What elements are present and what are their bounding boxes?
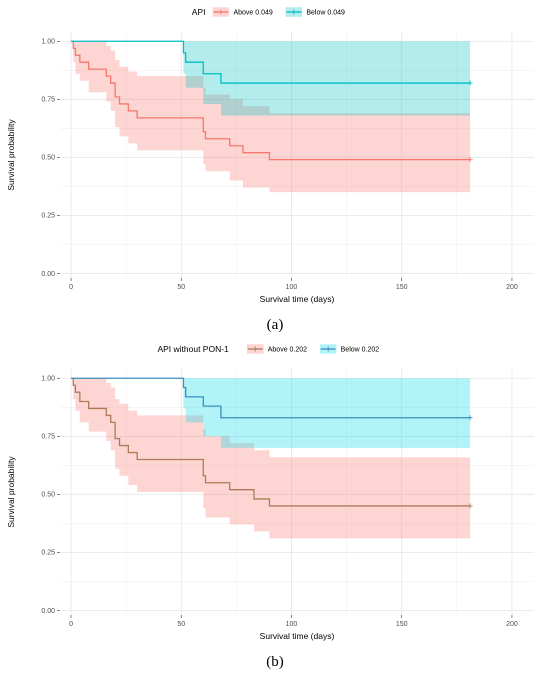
panel-caption: (a)	[267, 317, 284, 333]
legend-label-2: Below 0.202	[341, 347, 380, 354]
legend: API Above 0.049 Below 0.049	[192, 6, 345, 18]
legend: API without PON-1 Above 0.202 Below 0.202	[157, 343, 380, 355]
y-tick-label: 0.50	[41, 492, 55, 499]
survival-curve-1	[71, 377, 471, 507]
confidence-band-2	[71, 41, 471, 116]
y-tick-label: 0.00	[41, 608, 55, 615]
confidence-band-1	[71, 378, 471, 539]
censor-mark	[467, 157, 473, 163]
y-axis-title: Survival probability	[6, 456, 16, 528]
y-tick-label: 0.00	[41, 271, 55, 278]
censor-mark	[467, 503, 473, 509]
censor-mark	[467, 415, 473, 421]
survival-chart-a: 0 50 100 150 200 0.00 0.25 0.50 0.75 1.00 Survival…	[6, 6, 534, 333]
survival-chart-a-svg: 0 50 100 150 200 0.00 0.25 0.50 0.75 1.00 Survival…	[6, 6, 534, 333]
y-tick-label: 0.25	[41, 213, 55, 220]
survival-curve-2	[71, 377, 471, 419]
x-axis-title: Survival time (days)	[260, 294, 335, 304]
y-tick-label: 0.50	[41, 155, 55, 162]
x-tick-label: 150	[396, 284, 408, 291]
survival-curve-2	[71, 40, 471, 84]
y-tick-label: 1.00	[41, 39, 55, 46]
x-tick-label: 0	[69, 284, 73, 291]
legend-label-2: Below 0.049	[306, 10, 345, 17]
x-tick-label: 200	[506, 621, 518, 628]
y-tick-label: 0.75	[41, 97, 55, 104]
x-axis-title: Survival time (days)	[260, 631, 335, 641]
y-tick-label: 0.25	[41, 550, 55, 557]
y-tick-label: 0.75	[41, 434, 55, 441]
x-tick-label: 50	[177, 284, 185, 291]
confidence-band-2	[71, 378, 471, 448]
survival-curve-1	[71, 40, 471, 161]
x-tick-label: 200	[506, 284, 518, 291]
legend-label-1: Above 0.049	[233, 10, 272, 17]
confidence-band-1	[71, 41, 471, 193]
survival-chart-b-svg: 0 50 100 150 200 0.00 0.25 0.50 0.75 1.00 Survival…	[6, 343, 534, 670]
x-tick-label: 100	[286, 621, 298, 628]
survival-chart-b: 0 50 100 150 200 0.00 0.25 0.50 0.75 1.00 Survival…	[0, 337, 550, 674]
y-tick-label: 1.00	[41, 376, 55, 383]
x-tick-label: 0	[69, 621, 73, 628]
legend-title: API without PON-1	[157, 344, 229, 354]
legend-title: API	[192, 7, 206, 17]
x-tick-label: 50	[177, 621, 185, 628]
censor-mark	[467, 80, 473, 86]
legend-label-1: Above 0.202	[268, 347, 307, 354]
panel-caption: (b)	[266, 654, 284, 670]
x-tick-label: 100	[286, 284, 298, 291]
x-tick-label: 150	[396, 621, 408, 628]
grid	[60, 32, 534, 278]
y-axis-title: Survival probability	[6, 119, 16, 191]
